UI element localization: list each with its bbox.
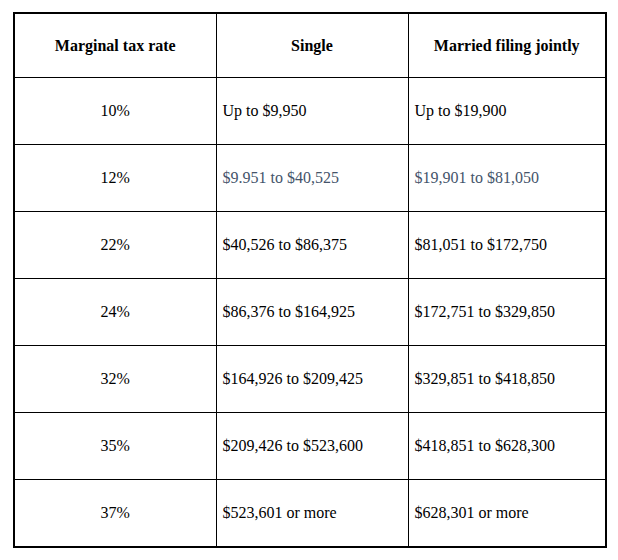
cell-single: $209,426 to $523,600	[216, 413, 408, 480]
cell-rate: 22%	[14, 212, 216, 279]
cell-rate: 32%	[14, 346, 216, 413]
cell-rate: 37%	[14, 480, 216, 548]
cell-married: Up to $19,900	[408, 78, 606, 145]
cell-married: $329,851 to $418,850	[408, 346, 606, 413]
cell-married: $172,751 to $329,850	[408, 279, 606, 346]
cell-single: $9.951 to $40,525	[216, 145, 408, 212]
cell-rate: 35%	[14, 413, 216, 480]
cell-married: $628,301 or more	[408, 480, 606, 548]
table-row: 22% $40,526 to $86,375 $81,051 to $172,7…	[14, 212, 606, 279]
table-row: 24% $86,376 to $164,925 $172,751 to $329…	[14, 279, 606, 346]
header-row: Marginal tax rate Single Married filing …	[14, 13, 606, 78]
cell-married: $418,851 to $628,300	[408, 413, 606, 480]
cell-single: $86,376 to $164,925	[216, 279, 408, 346]
header-married-filing-jointly: Married filing jointly	[408, 13, 606, 78]
cell-single: $523,601 or more	[216, 480, 408, 548]
table-row: 10% Up to $9,950 Up to $19,900	[14, 78, 606, 145]
cell-married: $81,051 to $172,750	[408, 212, 606, 279]
cell-rate: 24%	[14, 279, 216, 346]
header-single: Single	[216, 13, 408, 78]
cell-single: $164,926 to $209,425	[216, 346, 408, 413]
cell-single: $40,526 to $86,375	[216, 212, 408, 279]
cell-married: $19,901 to $81,050	[408, 145, 606, 212]
table-row: 12% $9.951 to $40,525 $19,901 to $81,050	[14, 145, 606, 212]
table-row: 35% $209,426 to $523,600 $418,851 to $62…	[14, 413, 606, 480]
cell-rate: 10%	[14, 78, 216, 145]
cell-single: Up to $9,950	[216, 78, 408, 145]
cell-rate: 12%	[14, 145, 216, 212]
table-row: 32% $164,926 to $209,425 $329,851 to $41…	[14, 346, 606, 413]
tax-brackets-table: Marginal tax rate Single Married filing …	[13, 12, 607, 548]
header-marginal-tax-rate: Marginal tax rate	[14, 13, 216, 78]
table-row: 37% $523,601 or more $628,301 or more	[14, 480, 606, 548]
